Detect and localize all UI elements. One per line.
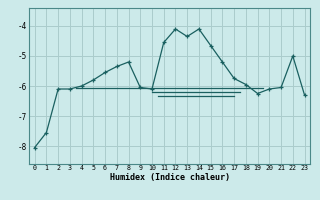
X-axis label: Humidex (Indice chaleur): Humidex (Indice chaleur) (109, 173, 229, 182)
